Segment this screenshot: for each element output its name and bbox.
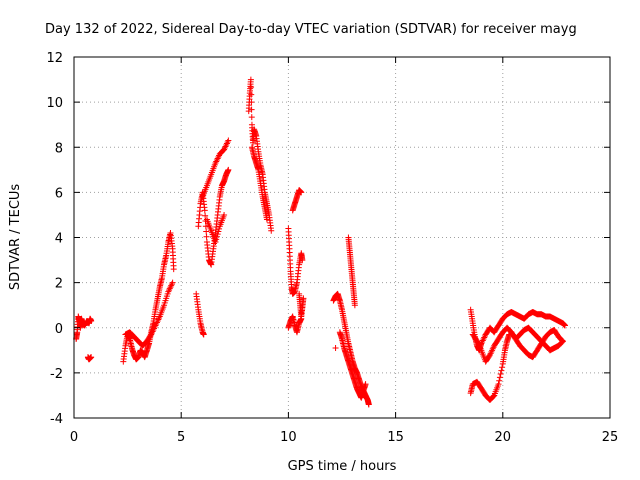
series-pass-f2 <box>289 187 305 214</box>
data-point <box>351 302 358 309</box>
data-point <box>495 381 502 388</box>
data-point <box>216 225 223 232</box>
data-point <box>263 216 270 223</box>
data-point <box>248 91 255 98</box>
data-point <box>201 207 208 214</box>
y-tick-label: -4 <box>50 412 63 427</box>
grid-lines <box>74 57 610 418</box>
data-point <box>214 231 221 238</box>
data-point <box>169 279 176 286</box>
series-pass-g <box>330 290 372 408</box>
data-point <box>496 377 503 384</box>
data-point <box>202 223 209 230</box>
data-point <box>499 364 506 371</box>
series-pass-e <box>245 76 275 234</box>
chart-title: Day 132 of 2022, Sidereal Day-to-day VTE… <box>45 22 577 37</box>
data-point <box>248 106 255 113</box>
data-point <box>247 76 254 83</box>
y-tick-label: 4 <box>55 232 63 247</box>
data-point <box>496 374 503 381</box>
data-point <box>248 114 255 121</box>
data-point <box>213 236 220 243</box>
y-axis-title: SDTVAR / TECUs <box>8 184 23 291</box>
series-pass-h3 <box>467 331 513 403</box>
series-pass-b <box>120 229 177 365</box>
x-tick-label: 0 <box>70 430 78 445</box>
y-tick-label: 12 <box>46 51 63 66</box>
data-point <box>221 211 228 218</box>
x-tick-label: 10 <box>280 430 297 445</box>
data-point <box>215 228 222 235</box>
series-pass-h2 <box>469 324 566 365</box>
data-point <box>498 367 505 374</box>
data-point <box>200 331 207 338</box>
data-point <box>225 166 232 173</box>
y-tick-label: 6 <box>55 186 63 201</box>
data-point <box>486 352 493 359</box>
data-point <box>202 212 209 219</box>
data-point <box>268 227 275 234</box>
data-marks <box>73 76 568 408</box>
data-point <box>365 401 372 408</box>
data-point <box>147 332 154 339</box>
data-point <box>212 239 219 246</box>
data-point <box>332 345 339 352</box>
series-pass-g4 <box>332 345 339 352</box>
data-point <box>559 338 566 345</box>
x-tick-label: 20 <box>495 430 512 445</box>
y-tick-label: 8 <box>55 141 63 156</box>
data-point <box>561 322 568 329</box>
data-point <box>299 257 306 264</box>
axis-ticks: 0 5 10 15 20 25 -4 -2 0 2 4 6 8 10 12 <box>46 51 618 445</box>
data-point <box>473 337 480 344</box>
data-point <box>225 137 232 144</box>
series-pass-h4 <box>508 324 566 354</box>
series-pass-a <box>73 313 95 343</box>
series-pass-a2 <box>84 354 95 363</box>
series-pass-e2 <box>248 144 270 223</box>
series-pass-d3 <box>203 211 228 246</box>
data-point <box>362 381 369 388</box>
x-tick-label: 5 <box>177 430 185 445</box>
series-pass-f4 <box>296 290 307 320</box>
data-point <box>88 317 95 324</box>
y-tick-label: 0 <box>55 322 63 337</box>
series-pass-g2 <box>336 329 369 401</box>
data-point <box>559 339 566 346</box>
y-tick-label: -2 <box>50 367 63 382</box>
data-point <box>170 266 177 273</box>
x-tick-label: 15 <box>387 430 404 445</box>
series-pass-c <box>193 290 207 338</box>
data-point <box>248 84 255 91</box>
x-tick-label: 25 <box>602 430 619 445</box>
data-point <box>300 295 307 302</box>
series-pass-g3 <box>345 234 358 309</box>
data-point <box>298 189 305 196</box>
series-pass-f <box>285 225 306 297</box>
series-pass-d2 <box>199 137 232 200</box>
data-point <box>213 233 220 240</box>
x-axis-title: GPS time / hours <box>288 459 397 474</box>
data-point <box>490 393 497 400</box>
data-point <box>497 371 504 378</box>
data-point <box>203 233 210 240</box>
series-pass-b2 <box>122 279 176 349</box>
y-tick-label: 10 <box>46 96 63 111</box>
y-tick-label: 2 <box>55 277 63 292</box>
data-point <box>203 228 210 235</box>
data-point <box>88 354 95 361</box>
data-point <box>248 99 255 106</box>
